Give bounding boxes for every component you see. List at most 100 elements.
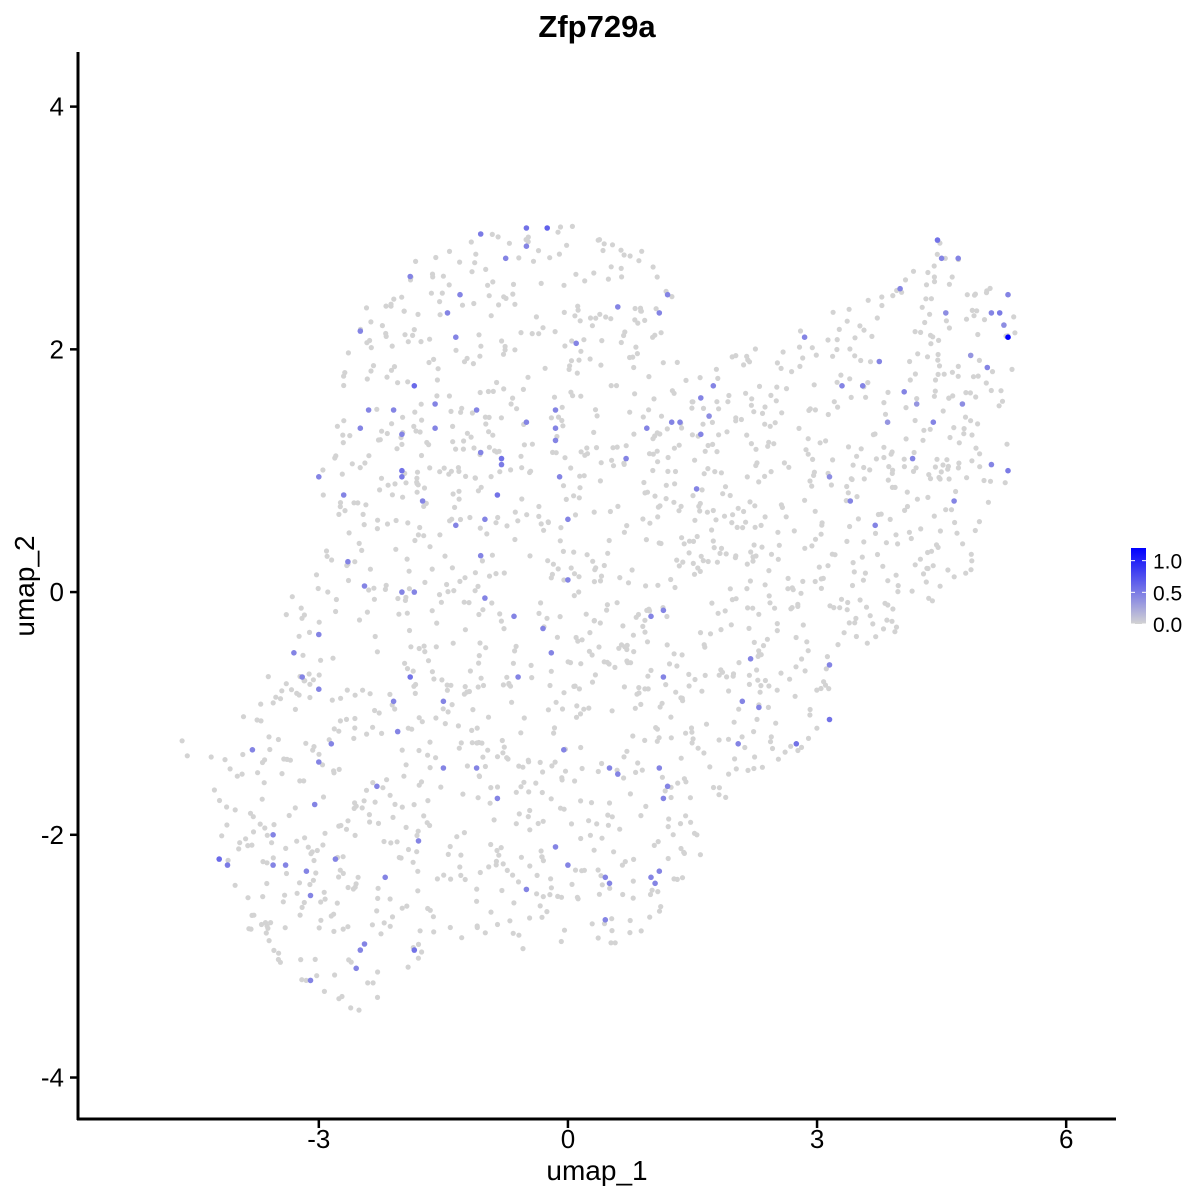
cell-point (474, 924, 480, 931)
cell-point (606, 537, 612, 544)
cell-point (596, 891, 603, 897)
cell-point (488, 785, 494, 791)
expressing-cell-point (943, 310, 949, 316)
cell-point (695, 745, 701, 751)
cell-point (500, 682, 506, 688)
cell-point (778, 365, 784, 371)
cell-point (488, 313, 494, 319)
cell-point (533, 780, 539, 786)
cell-point (415, 868, 421, 874)
cell-point (768, 551, 775, 557)
cell-point (802, 668, 808, 674)
cell-point (352, 832, 358, 839)
cell-point (844, 538, 850, 545)
cell-point (725, 399, 731, 405)
cell-point (657, 431, 663, 437)
cell-point (270, 700, 276, 706)
cell-point (987, 478, 994, 484)
cell-point (581, 867, 588, 873)
cell-point (618, 265, 624, 271)
cell-point (298, 605, 304, 611)
cell-point (666, 816, 672, 822)
cell-point (710, 538, 716, 544)
cell-point (427, 544, 433, 550)
cell-point (936, 337, 942, 343)
cell-point (366, 587, 372, 593)
cell-point (501, 744, 507, 750)
cell-point (711, 545, 717, 551)
cell-point (609, 916, 615, 922)
cell-point (559, 417, 565, 424)
expressing-cell-point (407, 674, 414, 680)
cell-point (932, 377, 939, 383)
cell-point (766, 593, 772, 599)
cell-point (672, 584, 678, 591)
cell-point (814, 725, 820, 731)
cell-point (949, 274, 955, 280)
cell-point (646, 374, 652, 380)
cell-point (294, 890, 300, 896)
cell-point (843, 498, 849, 504)
cell-point (402, 332, 408, 338)
cell-point (756, 648, 762, 654)
cell-point (586, 818, 592, 824)
cell-point (921, 427, 927, 433)
cell-point (862, 570, 869, 576)
cell-point (353, 803, 359, 809)
cell-point (470, 361, 476, 367)
x-tick-label: 3 (810, 1124, 824, 1154)
cell-point (901, 464, 908, 470)
cell-point (599, 760, 605, 767)
cell-point (746, 681, 753, 688)
cell-point (434, 620, 440, 626)
cell-point (521, 779, 527, 785)
cell-point (437, 299, 443, 305)
cell-point (545, 707, 552, 713)
cell-point (587, 356, 593, 362)
cell-point (550, 561, 557, 567)
cell-point (668, 576, 674, 583)
cell-point (489, 552, 495, 558)
cell-point (382, 586, 388, 593)
cell-point (733, 415, 739, 421)
cell-point (345, 924, 351, 930)
cell-point (686, 550, 692, 556)
cell-point (603, 314, 609, 320)
cell-point (513, 789, 519, 795)
expressing-cell-point (511, 613, 517, 620)
cell-point (640, 623, 646, 630)
cell-point (375, 895, 381, 902)
x-tick-label: 6 (1059, 1124, 1073, 1154)
cell-point (598, 873, 604, 879)
cell-point (536, 331, 542, 337)
cell-point (427, 739, 433, 745)
cell-point (753, 553, 759, 559)
cell-point (501, 570, 507, 576)
cell-point (678, 755, 684, 761)
cell-point (778, 670, 784, 676)
cell-point (638, 701, 644, 708)
cell-point (307, 881, 313, 888)
cell-point (527, 863, 533, 869)
cell-point (312, 956, 318, 963)
cell-point (595, 768, 601, 775)
cell-point (642, 686, 648, 692)
cell-point (867, 359, 874, 365)
cell-point (665, 855, 671, 862)
cell-point (886, 464, 892, 470)
cell-point (867, 467, 873, 473)
cell-point (774, 384, 780, 390)
cell-point (738, 416, 745, 423)
cell-point (498, 415, 504, 421)
cell-point (981, 477, 987, 484)
cell-point (367, 819, 373, 825)
cell-point (521, 715, 527, 721)
cell-point (617, 826, 623, 832)
cell-point (370, 363, 377, 369)
cell-point (692, 517, 698, 523)
expressing-cell-point (498, 461, 505, 468)
cell-point (453, 446, 459, 452)
cell-point (861, 327, 867, 333)
cell-point (462, 876, 468, 883)
cell-point (250, 829, 257, 835)
